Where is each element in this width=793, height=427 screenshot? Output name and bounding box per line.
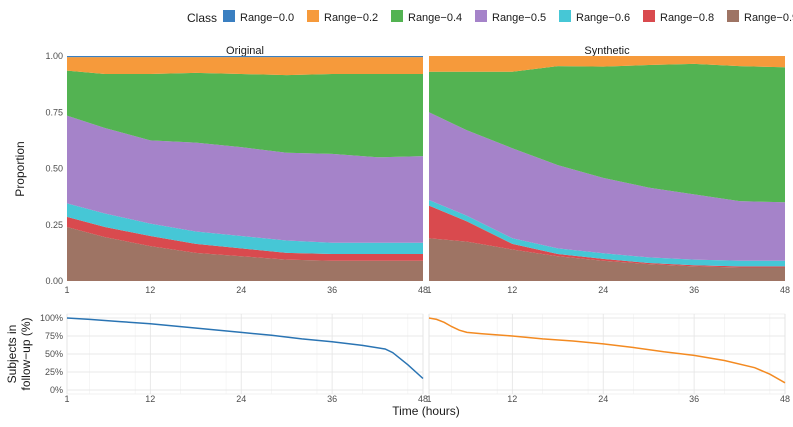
area-range-0.9 xyxy=(67,227,423,281)
area-range-0.2 xyxy=(67,57,423,76)
legend: Class Range−0.0 Range−0.2 Range−0.4 Range−0… xyxy=(187,10,793,25)
y-tick-label: 0% xyxy=(50,385,63,395)
legend-label: Range−0.6 xyxy=(576,12,630,24)
y-tick-label: 1.00 xyxy=(45,51,63,61)
followup-axis-label-line1: Subjects in xyxy=(5,325,19,384)
area-range-0.5 xyxy=(67,115,423,243)
x-tick-label: 48 xyxy=(780,394,790,404)
x-tick-label: 24 xyxy=(598,285,608,295)
x-tick-label: 36 xyxy=(689,285,699,295)
panel-title: Synthetic xyxy=(584,45,630,57)
followup-line-synthetic xyxy=(428,317,786,384)
area-range-0.4 xyxy=(67,70,423,158)
legend-swatch xyxy=(643,10,655,22)
legend-swatch xyxy=(475,10,487,22)
x-tick-label: 1 xyxy=(64,285,69,295)
legend-swatch xyxy=(559,10,571,22)
legend-label: Range−0.5 xyxy=(492,12,546,24)
legend-swatch xyxy=(391,10,403,22)
x-tick-label: 36 xyxy=(689,394,699,404)
area-range-0.4 xyxy=(429,63,785,203)
panel-strip xyxy=(67,45,423,57)
y-tick-label: 75% xyxy=(45,331,63,341)
x-tick-label: 48 xyxy=(418,285,428,295)
x-tick-label: 1 xyxy=(426,394,431,404)
followup-panel-original: 1 12 24 36 48 0% 25% 50% 75% 100% xyxy=(40,313,428,404)
area-range-0.9 xyxy=(429,238,785,281)
proportion-axis-label: Proportion xyxy=(13,141,27,196)
x-tick-label: 48 xyxy=(780,285,790,295)
legend-title: Class xyxy=(187,11,217,25)
x-tick-label: 12 xyxy=(145,394,155,404)
x-tick-label: 48 xyxy=(418,394,428,404)
area-range-0.6 xyxy=(429,200,785,267)
x-tick-label: 36 xyxy=(327,394,337,404)
area-range-0.0 xyxy=(67,56,423,58)
x-tick-label: 24 xyxy=(236,285,246,295)
legend-swatch xyxy=(307,10,319,22)
followup-panel-synthetic: 1 12 24 36 48 xyxy=(426,313,790,404)
panel-strip xyxy=(429,45,785,57)
legend-label: Range−0.9 xyxy=(744,12,793,24)
area-range-0.2 xyxy=(429,56,785,72)
x-tick-label: 1 xyxy=(426,285,431,295)
area-range-0.5 xyxy=(429,112,785,261)
legend-label: Range−0.0 xyxy=(240,12,294,24)
proportion-panels: Original 1 12 24 36 48 0.00 0.25 0.50 0.75 1.00 Syn… xyxy=(45,45,790,295)
followup-axis-label-line2: follow−up (%) xyxy=(19,317,33,390)
time-axis-label: Time (hours) xyxy=(392,404,460,418)
x-tick-label: 12 xyxy=(145,285,155,295)
x-tick-label: 12 xyxy=(507,285,517,295)
area-range-0.6 xyxy=(67,203,423,254)
y-tick-label: 0.75 xyxy=(45,107,63,117)
panel-title: Original xyxy=(226,45,264,57)
legend-swatch xyxy=(223,10,235,22)
x-tick-label: 24 xyxy=(236,394,246,404)
legend-swatch xyxy=(727,10,739,22)
legend-label: Range−0.2 xyxy=(324,12,378,24)
legend-label: Range−0.8 xyxy=(660,12,714,24)
x-tick-label: 12 xyxy=(507,394,517,404)
area-range-0.8 xyxy=(67,216,423,261)
y-tick-label: 100% xyxy=(40,313,63,323)
y-tick-label: 50% xyxy=(45,349,63,359)
y-tick-label: 25% xyxy=(45,367,63,377)
followup-panels: 1 12 24 36 48 0% 25% 50% 75% 100% 1 12 24 36 48 xyxy=(40,313,790,404)
proportion-panel-original: Original 1 12 24 36 48 0.00 0.25 0.50 0.75 1.00 xyxy=(45,45,428,295)
x-tick-label: 24 xyxy=(598,394,608,404)
x-tick-label: 1 xyxy=(64,394,69,404)
followup-line-original xyxy=(66,317,424,380)
proportion-panel-synthetic: Synthetic 1 12 24 36 48 xyxy=(426,45,790,295)
x-tick-label: 36 xyxy=(327,285,337,295)
y-tick-label: 0.00 xyxy=(45,276,63,286)
y-tick-label: 0.25 xyxy=(45,220,63,230)
y-tick-label: 0.50 xyxy=(45,164,63,174)
legend-label: Range−0.4 xyxy=(408,12,462,24)
